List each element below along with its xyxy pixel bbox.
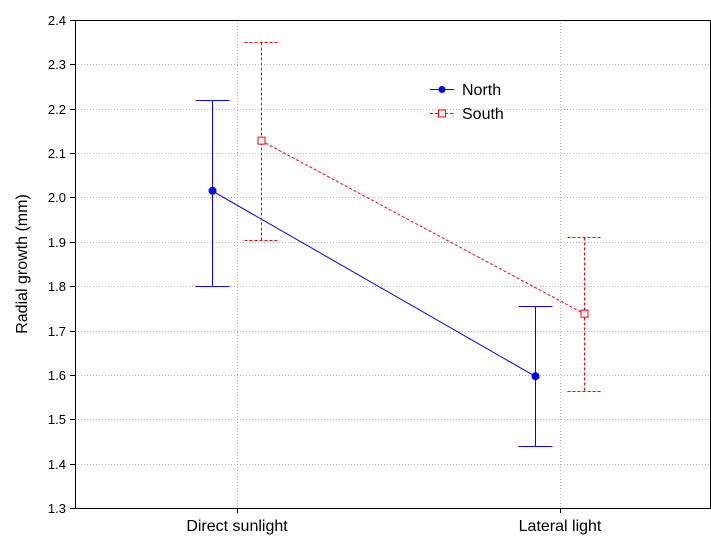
y-tick-label: 2.1 — [48, 146, 66, 161]
y-tick-label: 2.4 — [48, 13, 66, 28]
legend-label: North — [462, 82, 501, 99]
legend-marker — [438, 109, 446, 118]
x-tick-label: Lateral light — [519, 518, 602, 535]
series-south — [244, 42, 602, 392]
series-line — [260, 140, 585, 315]
y-tick-label: 1.4 — [48, 457, 66, 472]
y-tick-label: 2.0 — [48, 190, 66, 205]
legend-marker — [438, 86, 446, 93]
data-point — [531, 372, 540, 381]
series-layer — [195, 42, 602, 447]
y-axis: 1.3 1.4 1.5 1.6 1.7 1.8 1.9 2.0 2.1 2.2 2.3 2.4 — [48, 13, 75, 516]
legend-label: South — [462, 106, 504, 123]
y-tick-label: 1.9 — [48, 235, 66, 250]
x-axis: Direct sunlight Lateral light — [186, 508, 602, 535]
y-tick-label: 1.5 — [48, 412, 66, 427]
y-tick-label: 2.2 — [48, 102, 66, 117]
data-point — [580, 309, 589, 318]
gridlines — [75, 20, 711, 508]
y-tick-label: 1.7 — [48, 324, 66, 339]
y-tick-label: 1.8 — [48, 279, 66, 294]
x-tick-label: Direct sunlight — [186, 518, 288, 535]
data-point — [257, 136, 266, 145]
y-axis-title: Radial growth (mm) — [14, 194, 31, 334]
error-bar — [244, 42, 279, 241]
y-tick-label: 2.3 — [48, 57, 66, 72]
legend-item-north: North — [430, 82, 501, 99]
series-line — [211, 190, 536, 377]
y-tick-label: 1.3 — [48, 501, 66, 516]
y-tick-label: 1.6 — [48, 368, 66, 383]
data-point — [208, 186, 217, 195]
legend: North South — [430, 82, 504, 123]
legend-item-south: South — [430, 106, 504, 123]
series-north — [195, 100, 553, 447]
plot-frame — [75, 20, 711, 509]
